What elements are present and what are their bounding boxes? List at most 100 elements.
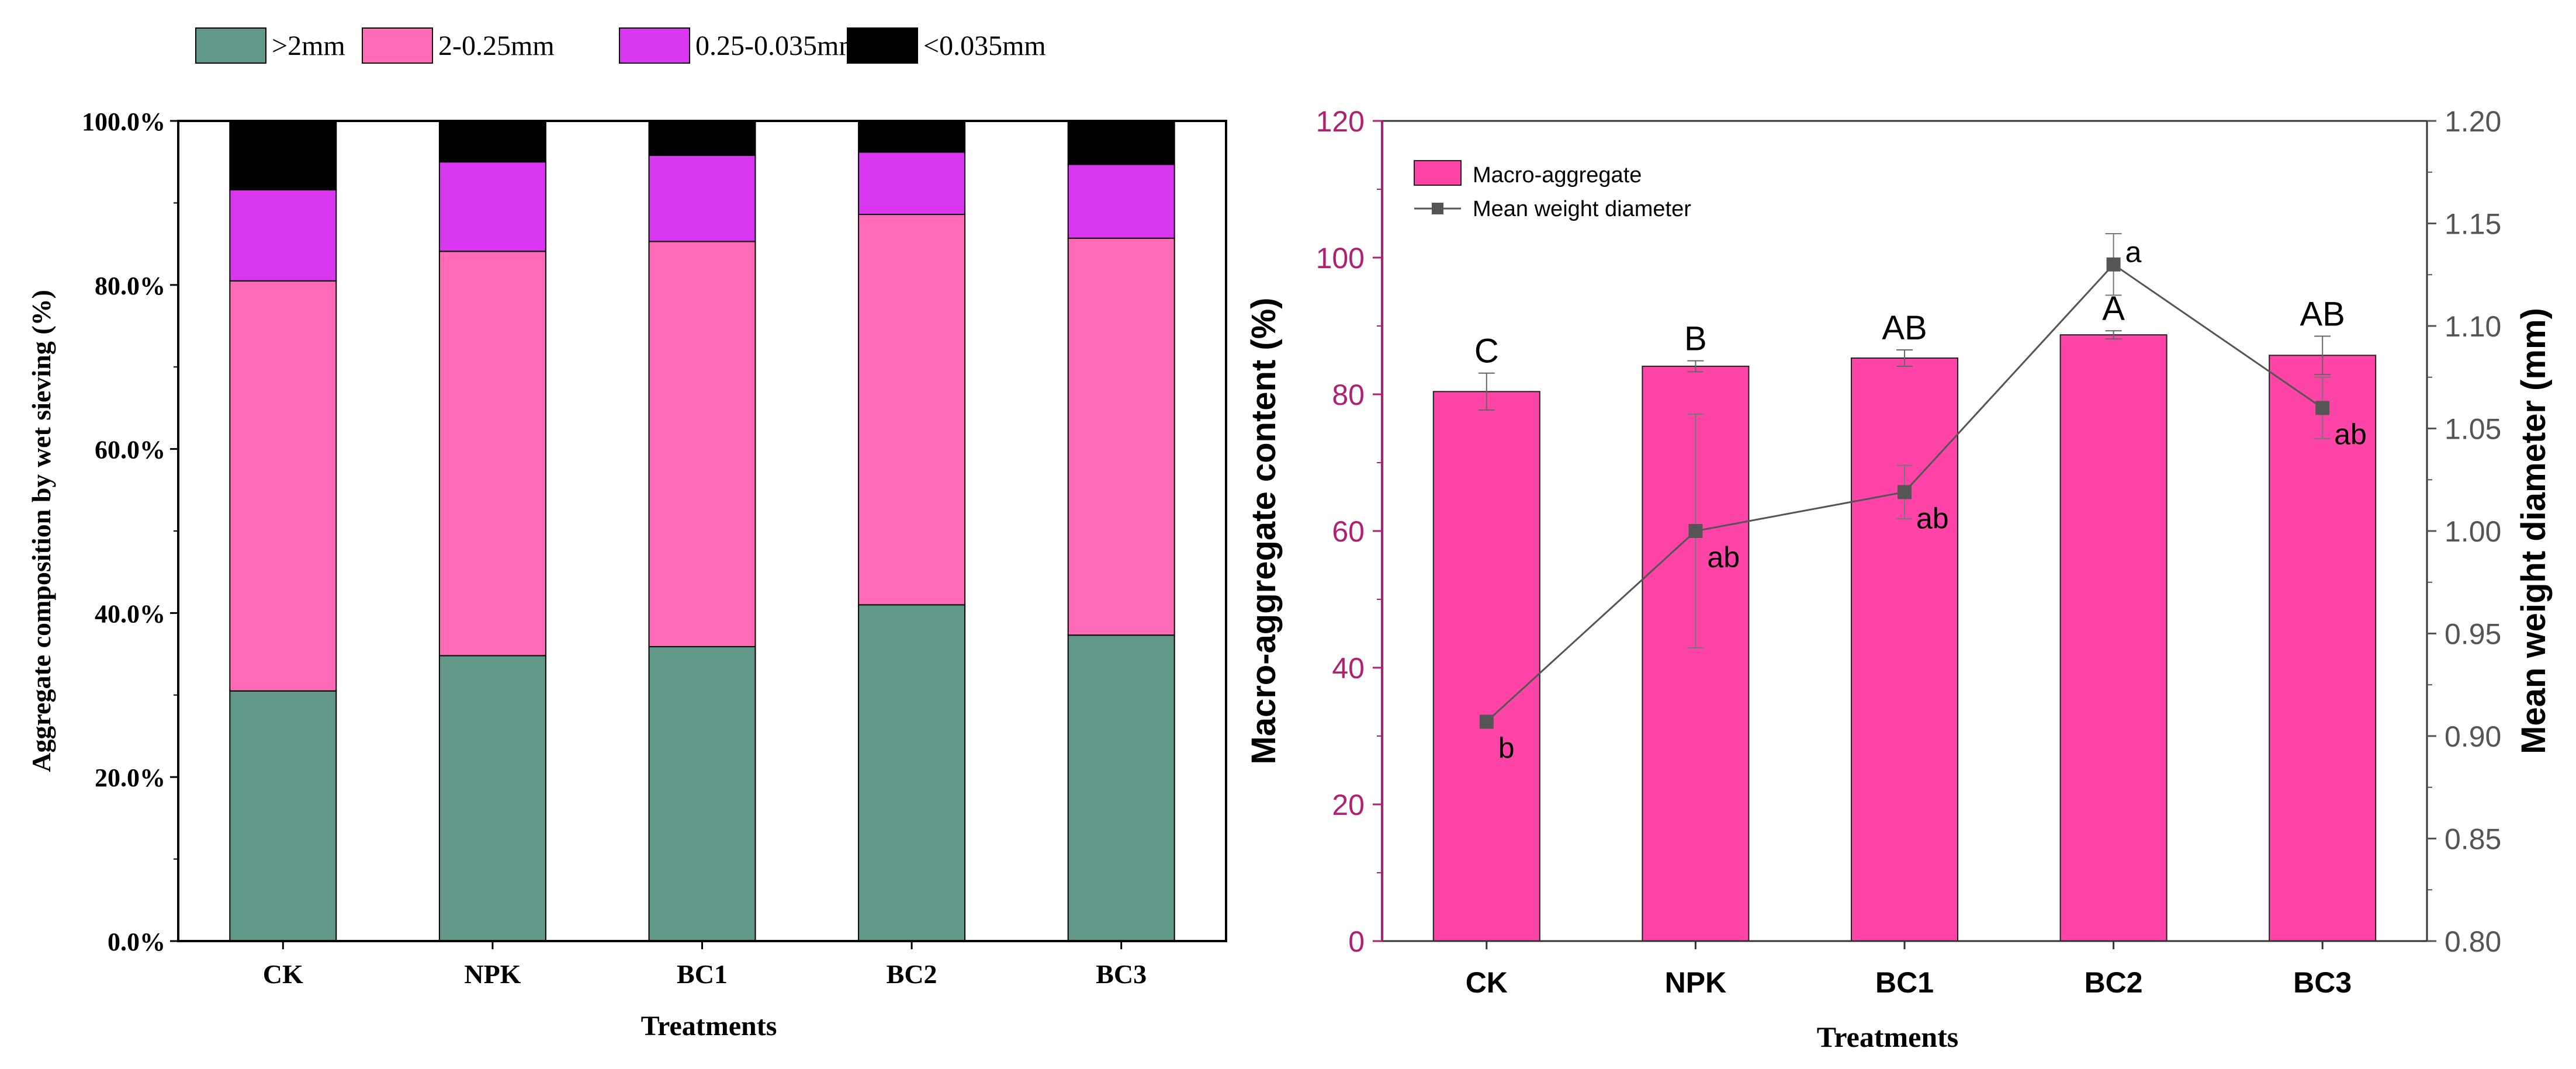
stacked-bar-npk-series-0 — [438, 655, 546, 942]
stacked-y-tick-label: 0.0% — [108, 928, 165, 956]
stacked-bar-bc2-series-3 — [858, 120, 966, 153]
stacked-x-tick-label: BC1 — [677, 959, 728, 989]
stacked-y-axis-label: Aggregate composition by wet sieving (%) — [26, 290, 56, 772]
macro-legend: Macro-aggregate Mean weight diameter — [1414, 160, 1691, 221]
stacked-bar-bc1-series-0 — [648, 645, 756, 942]
stacked-bar-ck-series-2 — [229, 189, 337, 282]
stacked-bar-npk-series-1 — [438, 251, 546, 657]
mwd-legend-marker — [1432, 203, 1443, 214]
macro-significance-label: C — [1474, 332, 1499, 370]
mwd-y-tick-label: 1.00 — [2445, 515, 2501, 548]
macro-legend-label: Macro-aggregate — [1473, 163, 1642, 188]
stacked-x-tick-label: BC3 — [1096, 959, 1147, 989]
macro-y-tick-label: 80 — [1332, 379, 1365, 411]
stacked-legend-swatch-2 — [619, 27, 690, 64]
macro-x-tick-label: BC3 — [2293, 966, 2352, 999]
stacked-y-tick-label: 40.0% — [95, 599, 165, 628]
mwd-y-axis-label: Mean weight diameter (mm) — [2515, 308, 2553, 754]
stacked-x-tick-label: CK — [263, 959, 303, 989]
macro-y-tick-label: 40 — [1332, 652, 1365, 685]
macro-y-tick-label: 60 — [1332, 515, 1365, 548]
macro-y-axis-label: Macro-aggregate content (%) — [1245, 297, 1283, 764]
macro-bar-bc3 — [2269, 355, 2377, 942]
mwd-point — [1688, 524, 1703, 538]
stacked-legend-swatch-0 — [195, 27, 266, 64]
macro-bar-bc2 — [2059, 334, 2168, 942]
mwd-point — [2315, 401, 2330, 415]
mwd-y-tick-label: 0.85 — [2445, 823, 2501, 856]
stacked-y-tick-label: 80.0% — [95, 272, 165, 300]
stacked-bar-bc3-series-0 — [1067, 634, 1175, 942]
macro-significance-label: AB — [1882, 309, 1927, 347]
macro-x-axis: CK NPK BC1 BC2 BC3 — [1466, 941, 2352, 999]
stacked-bar-npk-series-3 — [438, 120, 546, 163]
stacked-bar-bc3-series-1 — [1067, 237, 1175, 636]
mwd-significance-label: ab — [2334, 418, 2367, 450]
mwd-y-tick-label: 0.90 — [2445, 720, 2501, 753]
stacked-composition-chart: >2mm 2-0.25mm 0.25-0.035mm <0.035mm 0.0% 20.… — [26, 27, 1227, 1042]
macro-bar-ck — [1432, 391, 1540, 942]
stacked-legend: >2mm 2-0.25mm 0.25-0.035mm <0.035mm — [195, 27, 1046, 64]
stacked-bar-bc1-series-1 — [648, 241, 756, 647]
stacked-legend-swatch-1 — [362, 27, 433, 64]
mwd-y-tick-label: 0.80 — [2445, 925, 2501, 958]
mwd-significance-label: b — [1498, 731, 1515, 764]
stacked-x-tick-label: NPK — [464, 959, 521, 989]
stacked-bar-bc3-series-2 — [1067, 164, 1175, 239]
mwd-y-tick-label: 1.05 — [2445, 413, 2501, 446]
macro-left-y-axis: 0 20 40 60 80 100 120 — [1316, 105, 1383, 958]
stacked-y-axis: 0.0% 20.0% 40.0% 60.0% 80.0% 100.0% — [82, 107, 178, 956]
mwd-y-tick-label: 1.15 — [2445, 208, 2501, 241]
macro-x-tick-label: BC1 — [1875, 966, 1934, 999]
mwd-point — [1898, 485, 1912, 499]
mwd-significance-label: ab — [1707, 541, 1740, 574]
mwd-point — [2106, 257, 2121, 272]
macro-x-axis-label: Treatments — [1817, 1021, 1959, 1053]
macro-bar-bc1 — [1851, 357, 1958, 942]
macro-significance-label: A — [2102, 290, 2125, 328]
stacked-bar-ck-series-3 — [229, 120, 337, 190]
stacked-legend-label-1: 2-0.25mm — [438, 30, 555, 61]
macro-significance-label: B — [1684, 320, 1707, 358]
mwd-significance-label: ab — [1916, 502, 1949, 534]
stacked-bar-bc1-series-3 — [648, 120, 756, 156]
stacked-y-tick-label: 100.0% — [82, 107, 165, 136]
macro-y-tick-label: 0 — [1348, 925, 1365, 958]
mwd-y-tick-label: 0.95 — [2445, 618, 2501, 651]
macro-significance-label: AB — [2300, 296, 2345, 334]
mwd-legend-label: Mean weight diameter — [1473, 197, 1691, 221]
mwd-significance-label: a — [2125, 236, 2142, 269]
stacked-x-axis-label: Treatments — [641, 1011, 777, 1042]
stacked-bar-bc2-series-1 — [858, 214, 966, 606]
macro-y-tick-label: 20 — [1332, 789, 1365, 821]
mwd-y-tick-label: 1.20 — [2445, 105, 2501, 138]
mwd-y-tick-label: 1.10 — [2445, 310, 2501, 343]
mwd-right-y-axis: 0.80 0.85 0.90 0.95 1.00 1.05 1.10 1.15 1.20 — [2427, 105, 2501, 958]
macro-y-tick-label: 100 — [1316, 242, 1365, 275]
stacked-bar-npk-series-2 — [438, 161, 546, 252]
macro-x-tick-label: CK — [1466, 966, 1508, 999]
macro-y-tick-label: 120 — [1316, 105, 1365, 138]
stacked-legend-swatch-3 — [847, 27, 918, 64]
macro-plot-area: C B AB A AB b ab ab a ab — [1432, 233, 2377, 942]
stacked-bar-bc2-series-2 — [858, 151, 966, 216]
stacked-plot-area — [229, 120, 1175, 942]
stacked-bar-bc3-series-3 — [1067, 120, 1175, 165]
macro-x-tick-label: BC2 — [2085, 966, 2143, 999]
stacked-bar-bc1-series-2 — [648, 154, 756, 242]
macro-aggregate-mwd-chart: C B AB A AB b ab ab a ab 0 20 40 60 80 100 120 0.80 0.85… — [1245, 105, 2553, 1053]
stacked-y-tick-label: 60.0% — [95, 436, 165, 464]
macro-x-tick-label: NPK — [1665, 966, 1727, 999]
mwd-point — [1479, 714, 1494, 729]
macro-legend-swatch — [1414, 160, 1462, 186]
stacked-y-tick-label: 20.0% — [95, 763, 165, 792]
stacked-legend-label-2: 0.25-0.035mm — [695, 30, 861, 61]
stacked-legend-label-3: <0.035mm — [923, 30, 1046, 61]
stacked-bar-bc2-series-0 — [858, 604, 966, 942]
stacked-bar-ck-series-0 — [229, 690, 337, 942]
stacked-legend-label-0: >2mm — [272, 30, 345, 61]
stacked-bar-ck-series-1 — [229, 280, 337, 692]
stacked-x-tick-label: BC2 — [887, 959, 937, 989]
stacked-x-axis: CK NPK BC1 BC2 BC3 — [263, 941, 1147, 989]
